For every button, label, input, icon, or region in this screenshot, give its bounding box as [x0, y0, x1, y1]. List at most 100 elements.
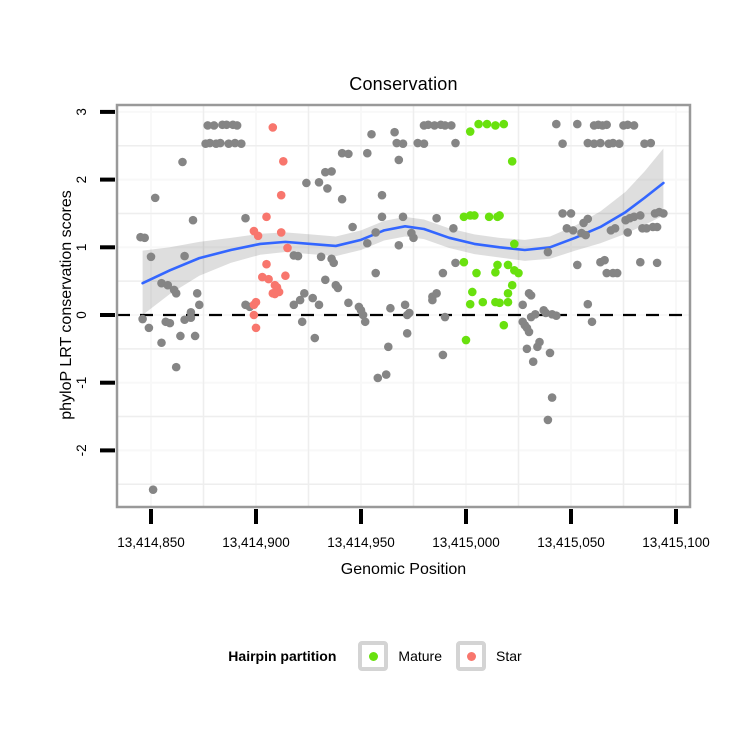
data-point-other	[300, 289, 309, 298]
data-point-other	[386, 303, 395, 313]
data-point-other	[394, 240, 404, 250]
data-point-other	[535, 337, 544, 347]
data-point-other	[451, 138, 460, 148]
data-point-star	[251, 323, 261, 333]
data-point-other	[522, 344, 532, 354]
x-tick-label: 13,415,000	[432, 535, 500, 550]
y-tick-label: 2	[74, 176, 89, 184]
data-point-other	[547, 393, 557, 402]
data-point-star	[279, 157, 288, 166]
data-point-other	[524, 289, 534, 298]
data-point-mature	[503, 289, 513, 298]
data-point-other	[205, 138, 215, 148]
data-point-other	[190, 331, 200, 341]
data-point-star	[253, 231, 263, 241]
data-point-other	[224, 139, 233, 149]
data-point-other	[608, 138, 618, 148]
data-point-other	[623, 120, 632, 130]
data-point-other	[400, 300, 410, 310]
data-point-other	[381, 370, 391, 379]
y-tick-label: -1	[74, 377, 89, 389]
data-point-other	[587, 317, 597, 327]
data-point-other	[438, 268, 448, 278]
data-point-other	[636, 211, 645, 220]
legend-label-star: Star	[496, 648, 522, 664]
data-point-other	[640, 139, 649, 149]
data-point-other	[150, 193, 160, 203]
data-point-other	[360, 317, 370, 327]
data-point-other	[216, 138, 225, 148]
data-point-other	[237, 139, 246, 149]
data-point-other	[323, 184, 332, 193]
data-point-other	[377, 212, 387, 222]
data-point-mature	[482, 119, 492, 129]
legend-title: Hairpin partition	[228, 648, 337, 664]
x-tick-label: 13,414,950	[327, 535, 395, 550]
data-point-other	[186, 313, 196, 323]
scatter-plot-canvas: 3 2 1 0 -1 -2 13,414,850 13,414,900 13,414,950 13…	[74, 103, 710, 550]
star-dot-icon	[466, 651, 476, 661]
data-point-other	[432, 289, 441, 298]
data-point-other	[157, 338, 166, 348]
data-point-star	[249, 310, 259, 320]
data-point-other	[390, 127, 399, 137]
data-point-star	[249, 300, 259, 310]
data-point-other	[144, 323, 154, 333]
data-point-mature	[459, 257, 469, 267]
data-point-mature	[507, 280, 517, 290]
y-tick-label: -2	[74, 444, 89, 456]
data-point-other	[297, 317, 307, 327]
data-point-other	[344, 149, 353, 159]
data-point-mature	[478, 297, 488, 307]
data-point-other	[295, 295, 305, 305]
data-point-other	[545, 348, 555, 358]
data-point-other	[203, 121, 212, 130]
data-point-other	[602, 268, 611, 278]
data-point-other	[440, 121, 450, 130]
data-point-star	[268, 123, 278, 132]
data-point-other	[558, 209, 567, 218]
data-point-other	[293, 251, 303, 261]
data-point-mature	[461, 335, 471, 345]
data-point-other	[148, 485, 158, 494]
data-point-other	[146, 252, 156, 262]
data-point-star	[281, 271, 290, 281]
data-point-other	[612, 268, 622, 278]
data-point-star	[276, 190, 286, 200]
data-point-other	[398, 139, 408, 149]
data-point-other	[652, 222, 662, 232]
data-point-other	[314, 300, 324, 310]
chart-title: Conservation	[349, 74, 458, 94]
data-point-other	[302, 178, 311, 188]
data-point-other	[348, 222, 357, 232]
data-point-mature	[474, 119, 483, 129]
data-point-other	[566, 209, 576, 218]
data-point-other	[209, 121, 219, 130]
data-point-other	[659, 209, 668, 218]
data-point-other	[344, 298, 353, 308]
data-point-other	[568, 226, 578, 235]
data-point-mature	[514, 268, 523, 278]
data-point-other	[241, 213, 250, 223]
data-point-mature	[493, 260, 502, 270]
data-point-other	[552, 119, 561, 129]
data-point-other	[428, 295, 437, 305]
data-point-other	[528, 357, 538, 367]
legend-label-mature: Mature	[398, 648, 442, 664]
data-point-other	[377, 190, 387, 200]
y-tick-label: 0	[74, 311, 89, 319]
data-point-mature	[510, 239, 519, 249]
data-point-mature	[495, 211, 504, 220]
data-point-other	[405, 308, 414, 318]
data-point-other	[573, 119, 582, 129]
x-tick-label: 13,414,900	[222, 535, 290, 550]
data-point-mature	[495, 298, 504, 308]
data-point-mature	[491, 268, 500, 277]
data-point-other	[409, 233, 418, 243]
data-point-mature	[491, 121, 500, 130]
data-point-other	[449, 224, 458, 233]
data-point-other	[337, 148, 347, 158]
data-point-other	[440, 312, 450, 322]
data-point-other	[363, 238, 372, 248]
